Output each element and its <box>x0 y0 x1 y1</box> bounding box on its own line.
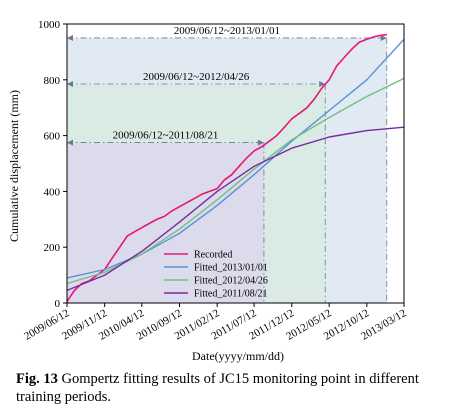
period-arrow-left-1 <box>67 80 73 87</box>
period-bands <box>67 37 387 303</box>
period-label-2: 2009/06/12~2011/08/21 <box>113 130 219 142</box>
y-tick-label-600: 600 <box>44 131 61 143</box>
period-band-2 <box>67 142 264 303</box>
legend-label-3: Fitted_2011/08/21 <box>194 289 268 300</box>
y-axis-title: Cumulative displacement (mm) <box>7 90 21 242</box>
y-tick-label-200: 200 <box>44 242 61 254</box>
legend-label-0: Recorded <box>194 250 232 261</box>
period-arrow-right-1 <box>319 80 326 87</box>
y-tick-label-800: 800 <box>44 75 61 87</box>
period-arrow-right-2 <box>257 139 264 146</box>
period-arrow-left-0 <box>67 34 73 41</box>
caption-text: Gompertz fitting results of JC15 monitor… <box>16 371 419 405</box>
y-tick-label-1000: 1000 <box>38 19 61 31</box>
series-line-3 <box>66 126 405 292</box>
y-tick-label-400: 400 <box>44 186 61 198</box>
period-labels: 2009/06/12~2013/01/01 2009/06/12~2012/04/… <box>113 25 280 142</box>
y-tick-label-0: 0 <box>55 298 61 310</box>
series-layer <box>66 33 405 303</box>
period-arrow-right-0 <box>380 34 387 41</box>
legend-label-2: Fitted_2012/04/26 <box>194 276 268 287</box>
period-label-1: 2009/06/12~2012/04/26 <box>143 71 250 83</box>
figure-number: Fig. 13 <box>16 371 58 387</box>
series-line-0 <box>66 33 387 303</box>
legend: Recorded Fitted_2013/01/01 Fitted_2012/04/… <box>164 250 268 300</box>
series-line-1 <box>66 38 405 279</box>
legend-label-1: Fitted_2013/01/01 <box>194 263 268 274</box>
period-label-0: 2009/06/12~2013/01/01 <box>174 25 280 37</box>
figure-caption: Fig. 13 Gompertz fitting results of JC15… <box>16 370 446 406</box>
period-arrow-left-2 <box>67 139 73 146</box>
plot-frame <box>66 23 405 304</box>
x-axis-title: Date(yyyy/mm/dd) <box>192 349 284 363</box>
chart: 020040060080010002009/06/122009/11/12201… <box>7 19 409 363</box>
